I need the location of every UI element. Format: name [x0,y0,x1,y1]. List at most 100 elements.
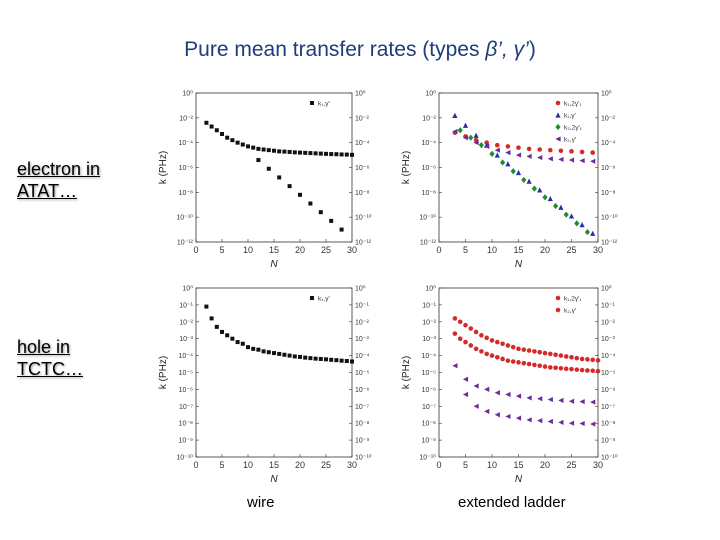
data-point [462,376,469,382]
data-point [579,222,585,228]
data-point [510,168,516,175]
x-tick-label: 5 [219,245,224,255]
y-tick-label-left: 10⁻² [179,319,193,326]
data-point [531,185,537,192]
y-tick-label-right: 10⁻⁸ [355,190,369,197]
data-point [558,353,564,358]
data-point [235,340,240,345]
data-point [590,150,595,155]
data-point [251,145,256,150]
data-point [484,143,490,149]
x-tick-label: 15 [513,460,523,470]
data-point [266,166,271,171]
y-tick-label-right: 10⁻¹⁰ [601,214,618,222]
data-point [329,218,334,223]
y-tick-label-left: 10⁻² [422,319,436,326]
data-point [240,142,245,147]
data-point [563,366,569,372]
data-point [261,147,266,152]
y-axis-label: k (PHz) [401,151,412,184]
data-point [574,367,580,372]
data-point [457,336,463,342]
data-point [521,360,527,366]
y-tick-label-right: 10⁰ [355,285,366,293]
y-tick-label-left: 10⁻⁸ [179,421,193,428]
y-tick-label-left: 10⁻⁶ [422,387,436,394]
data-point [542,194,548,201]
x-tick-label: 30 [593,245,603,255]
data-point [515,415,522,421]
data-point [266,148,271,153]
y-axis-label: k (PHz) [158,151,169,184]
data-point [463,322,468,328]
data-point [473,137,479,143]
legend-label: k₁,2γ′₁ [564,101,582,108]
data-point [339,227,344,232]
data-point [590,399,596,405]
data-point [339,152,344,157]
data-point [298,150,302,155]
data-point [563,211,569,218]
x-tick-label: 10 [487,460,497,470]
legend-marker [555,295,561,301]
data-point [484,386,490,392]
data-point [329,357,334,362]
data-point [256,158,261,163]
data-point [542,364,548,369]
data-point [569,354,574,360]
data-point [287,184,292,189]
data-point [484,408,490,414]
y-tick-label-left: 10⁰ [182,285,193,293]
data-point [473,132,479,138]
y-tick-label-left: 10⁻² [179,115,193,122]
y-tick-label-left: 10⁻¹⁰ [176,214,193,222]
y-tick-label-left: 10⁻⁴ [179,353,194,360]
legend-label: k₁,γ′ [318,101,330,108]
data-point [209,316,214,321]
data-point [473,383,479,389]
y-tick-label-left: 10⁻¹ [422,302,436,309]
data-point [579,420,585,427]
y-tick-label-right: 10⁻¹² [355,240,372,247]
data-point [473,329,479,335]
legend-marker [555,100,561,106]
data-point [272,351,276,356]
data-point [287,149,292,154]
data-point [479,349,484,354]
data-point [484,142,490,148]
data-point [246,144,250,149]
x-axis-label: N [270,474,278,485]
y-tick-label-right: 10⁻⁸ [355,421,369,428]
legend-marker [555,123,561,131]
data-point [595,368,601,374]
series [457,127,590,236]
x-tick-label: 0 [193,460,198,470]
legend-marker [555,136,561,142]
data-point [463,134,468,139]
data-point [287,353,292,358]
data-point [585,357,590,362]
legend-label: k₂,γ′ [564,308,577,315]
y-tick-label-right: 10⁻² [601,319,615,326]
data-point [558,148,564,154]
y-tick-label-right: 10⁻⁷ [601,404,615,411]
data-point [568,398,575,404]
data-point [204,120,209,125]
data-point [235,140,240,145]
data-point [468,134,474,141]
data-point [526,153,532,159]
x-tick-label: 15 [269,460,279,470]
data-point [313,356,318,361]
data-point [495,142,500,148]
data-point [563,354,569,359]
y-tick-label-right: 10⁻⁶ [601,165,615,172]
data-point [515,169,522,176]
x-tick-label: 0 [436,460,441,470]
series [462,391,596,427]
data-point [505,144,511,149]
y-tick-label-left: 10⁻³ [179,336,193,343]
data-point [324,151,328,156]
data-point [569,366,574,372]
x-tick-label: 10 [243,460,253,470]
data-point [266,350,271,355]
